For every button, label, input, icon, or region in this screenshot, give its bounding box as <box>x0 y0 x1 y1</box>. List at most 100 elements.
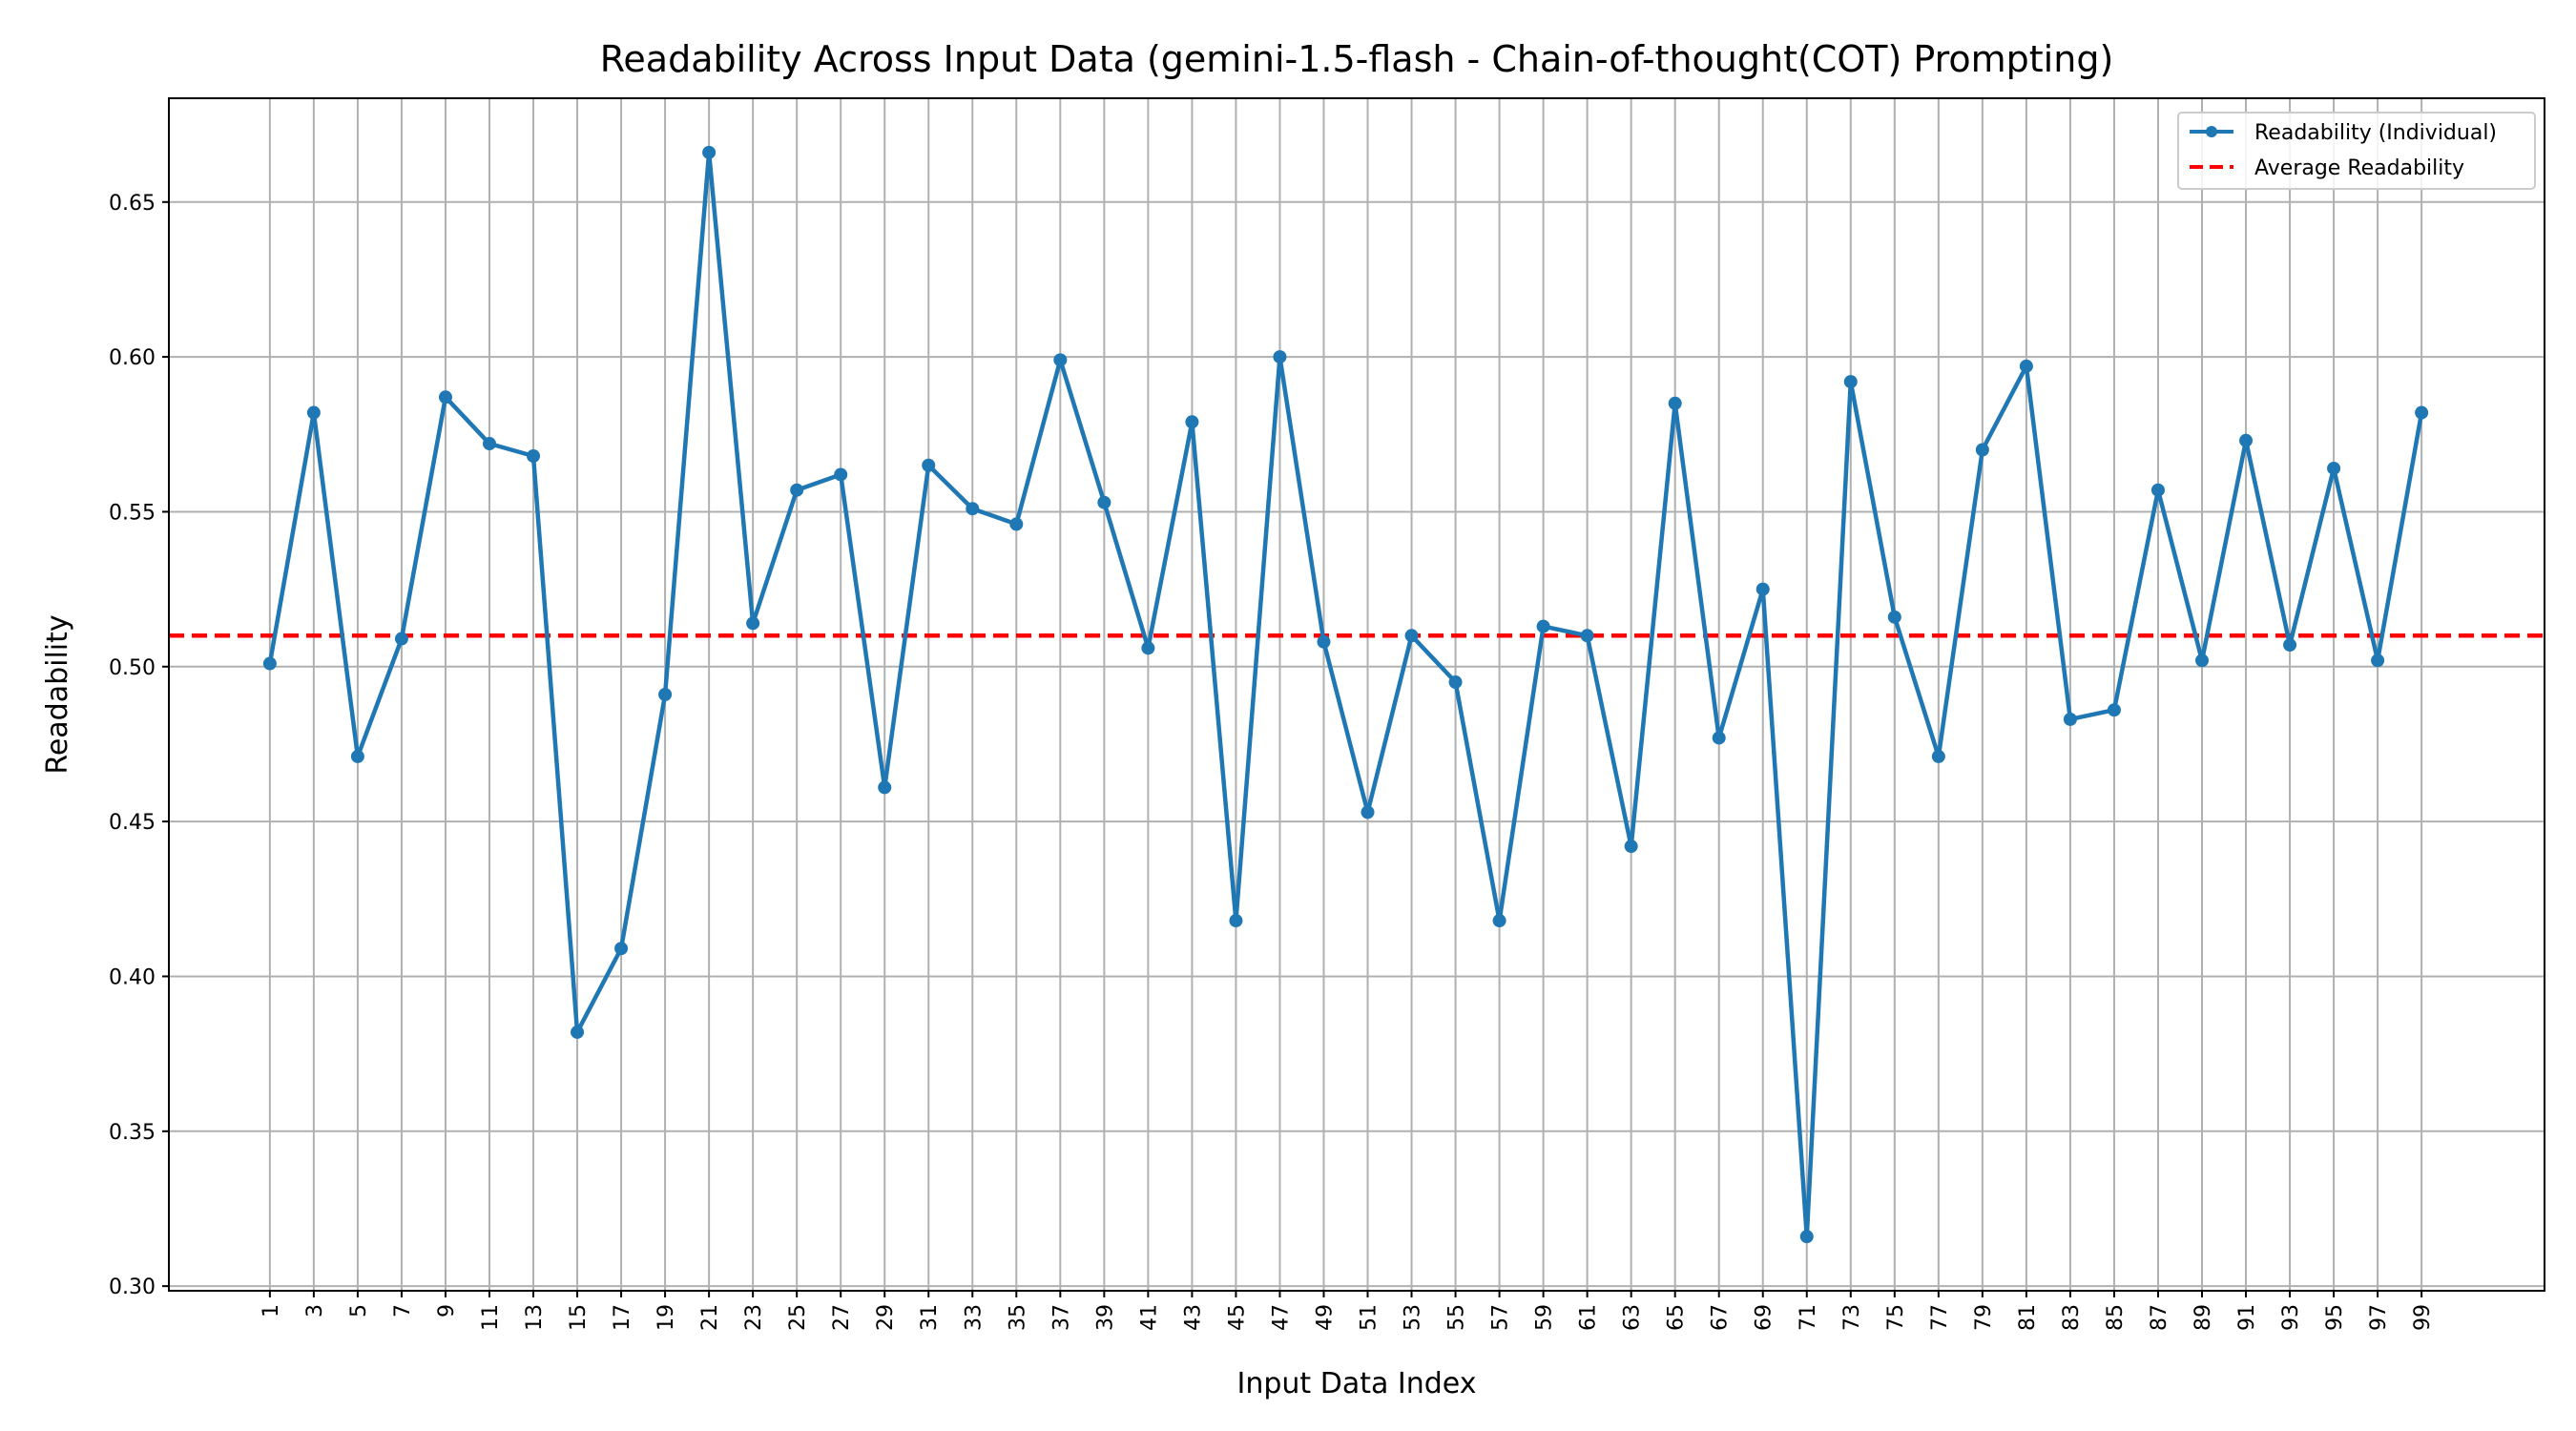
series-layer <box>262 145 2429 1244</box>
data-point <box>350 749 364 763</box>
x-tick-label: 55 <box>1445 1304 1469 1331</box>
data-point <box>1317 634 1331 649</box>
x-tick-label: 79 <box>1972 1304 1996 1331</box>
x-tick-label: 71 <box>1797 1304 1820 1331</box>
data-point <box>702 145 717 159</box>
x-tick-label: 21 <box>698 1304 722 1331</box>
data-point <box>1492 914 1506 928</box>
x-tick-label: 13 <box>523 1304 547 1331</box>
data-point <box>746 616 760 631</box>
data-point <box>1668 396 1682 410</box>
x-tick-label: 69 <box>1753 1304 1776 1331</box>
data-point <box>922 458 936 472</box>
y-tick-label: 0.40 <box>109 965 156 989</box>
data-point <box>1975 443 1989 457</box>
data-point <box>1755 582 1770 596</box>
y-tick-label: 0.55 <box>109 501 156 525</box>
data-point <box>2063 712 2077 726</box>
data-point <box>1404 629 1419 643</box>
y-axis-label: Readability <box>41 614 74 774</box>
data-point <box>1887 610 1901 624</box>
data-point <box>438 390 452 404</box>
y-tick-label: 0.50 <box>109 656 156 680</box>
data-point <box>1448 675 1463 690</box>
data-point <box>2194 653 2209 668</box>
x-tick-label: 81 <box>2016 1304 2040 1331</box>
data-point <box>2150 483 2165 497</box>
data-point <box>306 405 321 420</box>
x-tick-label: 61 <box>1577 1304 1601 1331</box>
data-point <box>1624 840 1638 854</box>
data-point <box>1009 517 1024 531</box>
data-point <box>2283 638 2297 653</box>
x-tick-label: 85 <box>2104 1304 2128 1331</box>
y-tick-label: 0.35 <box>109 1121 156 1145</box>
x-tick-label: 9 <box>435 1304 459 1317</box>
x-tick-label: 11 <box>479 1304 503 1331</box>
data-point <box>527 449 541 463</box>
x-tick-label: 93 <box>2279 1304 2303 1331</box>
data-point <box>878 780 892 795</box>
x-tick-label: 45 <box>1225 1304 1249 1331</box>
x-tick-label: 43 <box>1181 1304 1205 1331</box>
data-point <box>2371 653 2385 668</box>
x-tick-label: 17 <box>611 1304 634 1331</box>
data-point <box>1185 415 1199 429</box>
x-tick-label: 37 <box>1049 1304 1073 1331</box>
data-point <box>1053 353 1068 367</box>
legend: Readability (Individual) Average Readabi… <box>2177 112 2536 190</box>
data-point <box>2019 359 2033 373</box>
x-tick-label: 7 <box>391 1304 415 1317</box>
x-tick-label: 49 <box>1313 1304 1337 1331</box>
data-point <box>614 942 629 956</box>
x-axis-label: Input Data Index <box>1237 1367 1477 1400</box>
x-tick-label: 57 <box>1489 1304 1513 1331</box>
x-tick-label: 19 <box>654 1304 678 1331</box>
x-tick-label: 65 <box>1665 1304 1689 1331</box>
x-tick-label: 99 <box>2411 1304 2435 1331</box>
plot-frame <box>168 97 2545 1292</box>
x-tick-label: 35 <box>1006 1304 1029 1331</box>
x-tick-label: 3 <box>303 1304 327 1317</box>
data-point <box>658 688 673 701</box>
x-tick-label: 89 <box>2192 1304 2215 1331</box>
x-tick-label: 41 <box>1137 1304 1161 1331</box>
x-tick-label: 73 <box>1840 1304 1864 1331</box>
data-point <box>1097 495 1111 509</box>
data-point <box>1843 375 1858 389</box>
x-tick-label: 47 <box>1269 1304 1293 1331</box>
x-tick-label: 83 <box>2060 1304 2084 1331</box>
x-tick-label: 39 <box>1093 1304 1117 1331</box>
x-tick-label: 23 <box>742 1304 766 1331</box>
x-tick-label: 97 <box>2367 1304 2391 1331</box>
data-point <box>394 632 408 646</box>
x-tick-label: 77 <box>1928 1304 1952 1331</box>
legend-label-average: Average Readability <box>2254 156 2464 180</box>
data-point <box>1273 350 1287 364</box>
y-tick-label: 0.65 <box>109 192 156 216</box>
data-point <box>2107 703 2121 717</box>
data-point <box>571 1025 585 1039</box>
data-point <box>1799 1230 1814 1244</box>
data-point <box>2239 433 2254 447</box>
data-point <box>1580 629 1594 643</box>
data-point <box>1229 914 1243 928</box>
data-point <box>262 656 277 671</box>
data-point <box>834 467 848 482</box>
x-tick-label: 29 <box>874 1304 898 1331</box>
legend-label-individual: Readability (Individual) <box>2254 121 2497 145</box>
x-tick-label: 5 <box>347 1304 371 1317</box>
data-point <box>2327 461 2341 475</box>
x-tick-label: 87 <box>2148 1304 2171 1331</box>
data-point <box>1536 619 1550 633</box>
data-point <box>2415 405 2429 420</box>
x-tick-label: 75 <box>1884 1304 1908 1331</box>
x-tick-label: 53 <box>1402 1304 1425 1331</box>
data-point <box>1361 805 1375 819</box>
legend-box <box>2177 112 2536 190</box>
ticks: 1 3 5 7 9 11 13 15 17 19 21 23 25 27 29 31 33 35 37 39 41 43 4… <box>109 192 2435 1331</box>
data-point <box>482 437 496 451</box>
